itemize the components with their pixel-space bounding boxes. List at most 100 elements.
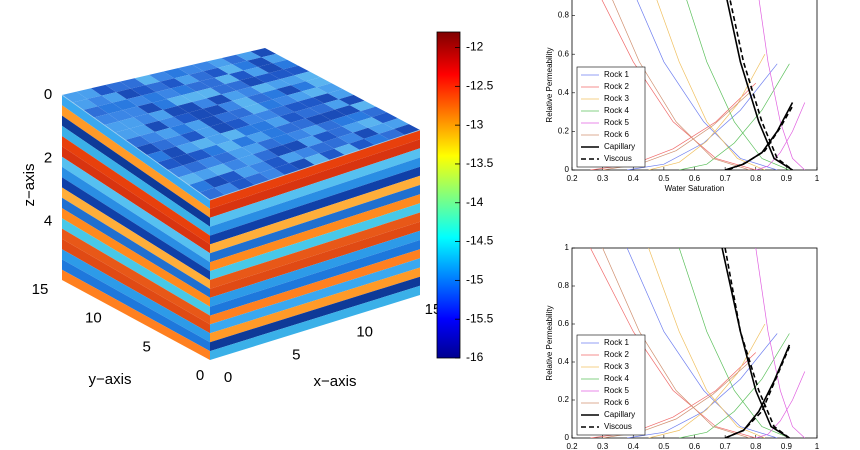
top-face-cell <box>133 113 159 125</box>
top-face-cell <box>130 85 156 96</box>
top-face-cell <box>278 151 305 164</box>
left-face-band <box>62 238 210 334</box>
left-face-band <box>62 197 210 298</box>
top-face-cell <box>316 83 343 94</box>
right-face-band <box>210 148 420 227</box>
top-face-cell <box>294 107 321 119</box>
top-face-cell <box>162 105 189 117</box>
top-face-cell <box>287 91 313 102</box>
series-line <box>727 0 794 170</box>
top-face-cell <box>97 102 123 114</box>
top-face-cell <box>169 123 195 135</box>
top-face-cell <box>62 91 88 103</box>
y-tick-label: 0.2 <box>558 127 570 136</box>
top-face-cell <box>172 153 198 166</box>
top-face-cell <box>156 88 182 99</box>
top-face-cell <box>263 156 290 169</box>
top-face-cell <box>357 117 383 128</box>
top-face-cell <box>353 127 379 139</box>
top-face-cell <box>256 138 283 150</box>
top-face-cell <box>327 89 354 100</box>
right-face-band <box>210 166 420 245</box>
top-face-cell <box>216 140 242 152</box>
legend-label: Rock 5 <box>604 118 629 127</box>
top-face-cell <box>214 74 240 85</box>
top-face-cell <box>324 99 350 110</box>
top-face-cell <box>185 81 211 92</box>
top-face-cell <box>312 131 339 143</box>
top-face-cell <box>165 135 191 147</box>
top-face-cell <box>136 143 162 155</box>
top-face-cell <box>101 92 127 103</box>
line-plot: 0.2 0.3 0.4 0.5 0.6 0.7 0.8 0.9 100.20.40.60.81R… <box>545 243 820 450</box>
top-face-cell <box>291 81 317 92</box>
top-face-cell <box>177 102 203 113</box>
top-face-cell <box>146 150 172 163</box>
y-tick-label: 0.2 <box>558 395 570 404</box>
top-face-cell <box>112 99 138 111</box>
top-face-cell <box>149 71 175 82</box>
y-tick-label: 5 <box>142 338 150 355</box>
top-face-cell <box>116 88 142 100</box>
top-face-cell <box>360 106 387 118</box>
top-face-cell <box>271 133 298 145</box>
top-face-cell <box>279 112 306 123</box>
top-face-cell <box>243 66 269 77</box>
y-tick-label: 0.6 <box>558 49 570 58</box>
legend-label: Viscous <box>604 154 632 163</box>
x-tick-label: 1 <box>815 442 820 450</box>
top-face-cell <box>276 85 302 96</box>
top-face-cell <box>243 103 269 115</box>
colorbar-tick-label: -12.5 <box>466 79 494 93</box>
legend-label: Rock 1 <box>604 70 629 79</box>
top-face-cell <box>286 129 313 141</box>
top-face-cell <box>309 103 335 114</box>
x-tick-label: 0.5 <box>658 442 670 450</box>
cube-edge <box>61 94 421 201</box>
left-face-band <box>62 125 210 236</box>
top-face-cell <box>301 124 328 136</box>
legend-label: Viscous <box>604 422 632 431</box>
top-face-cell <box>232 97 258 108</box>
top-face-cell <box>331 115 357 127</box>
top-face-cell <box>316 120 343 131</box>
legend-label: Rock 2 <box>604 82 629 91</box>
top-face-cell <box>293 146 320 159</box>
x-tick-label: 0.8 <box>750 174 762 183</box>
legend-label: Capillary <box>604 410 635 419</box>
top-face-cell <box>203 175 230 188</box>
top-face-cell <box>254 73 280 83</box>
top-face-cell <box>122 106 149 118</box>
top-face-cell <box>213 111 240 123</box>
top-face-cell <box>260 127 287 139</box>
top-face-cell <box>221 90 247 101</box>
y-axis-label: y−axis <box>89 371 132 388</box>
top-face-cell <box>152 99 178 110</box>
left-face-band <box>62 269 210 360</box>
top-face-cell <box>264 116 291 128</box>
top-face-cell <box>225 80 251 91</box>
top-face-cell <box>184 119 210 131</box>
x-tick-label: 1 <box>815 174 820 183</box>
top-face-cell <box>166 95 193 106</box>
colorbar-tick-label: -12 <box>466 40 484 54</box>
top-face-cell <box>203 67 229 78</box>
left-face-band <box>62 146 210 254</box>
top-face-cell <box>150 139 177 151</box>
x-tick-label: 0.6 <box>689 174 701 183</box>
top-face-cell <box>275 122 302 134</box>
top-face-cell <box>283 65 310 76</box>
top-face-cell <box>140 131 166 144</box>
top-face-cell <box>223 158 249 171</box>
top-face-cell <box>334 143 360 155</box>
y-tick-label: 15 <box>32 281 49 298</box>
top-face-cell <box>178 64 204 75</box>
top-face-cell <box>282 140 309 152</box>
x-tick-label: 0.9 <box>781 174 793 183</box>
top-face-cell <box>294 71 321 82</box>
top-face-cell <box>338 94 365 106</box>
top-face-cell <box>196 87 222 99</box>
top-face-cell <box>186 149 213 161</box>
top-face-cell <box>154 127 181 140</box>
top-face-cell <box>265 79 291 90</box>
